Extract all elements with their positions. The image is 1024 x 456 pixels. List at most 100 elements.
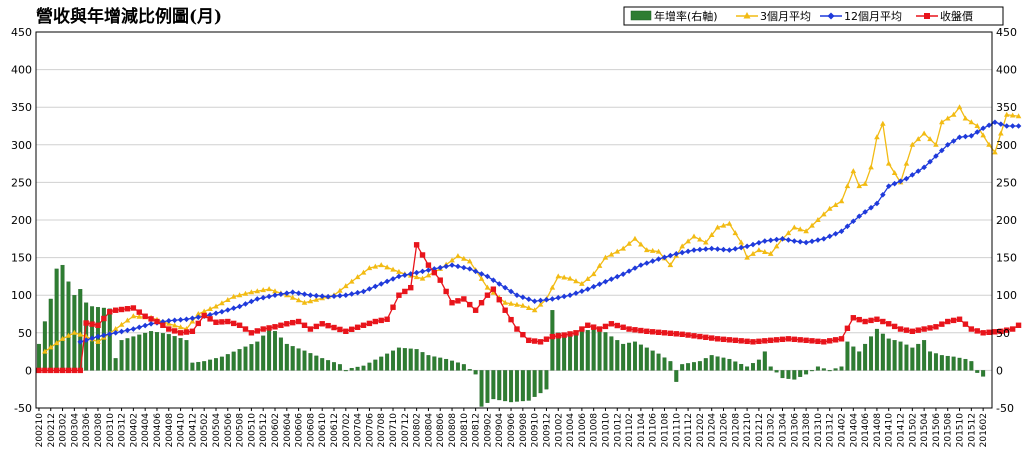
point-3m <box>732 230 739 236</box>
point-price <box>638 327 644 334</box>
point-price <box>632 327 638 333</box>
point-price <box>785 336 792 342</box>
point-price <box>626 326 632 332</box>
point-price <box>797 337 803 343</box>
point-price <box>708 335 715 341</box>
point-3m <box>514 301 520 307</box>
point-12m <box>461 264 467 271</box>
y-tick-left: 450 <box>11 26 32 39</box>
growth-bar <box>916 343 921 371</box>
x-tick-label: 201004 <box>566 413 576 448</box>
point-12m <box>561 293 567 300</box>
point-price <box>773 337 780 343</box>
point-price <box>933 324 939 330</box>
point-3m <box>903 160 910 166</box>
growth-bar <box>308 353 313 371</box>
growth-bar <box>296 348 301 371</box>
point-price <box>962 321 969 327</box>
growth-bar <box>473 370 478 375</box>
point-12m <box>714 246 721 252</box>
x-tick-label: 200808 <box>448 413 458 448</box>
growth-bar <box>886 338 891 371</box>
point-price <box>413 242 420 248</box>
growth-bar <box>568 336 573 371</box>
point-12m <box>667 252 674 259</box>
growth-bar <box>721 357 726 371</box>
point-12m <box>579 288 585 294</box>
point-3m <box>826 205 833 211</box>
point-3m <box>909 141 916 147</box>
point-price <box>325 322 331 329</box>
point-3m <box>77 331 84 337</box>
x-tick-label: 200908 <box>519 413 529 448</box>
point-price <box>242 326 249 332</box>
x-tick-label: 201006 <box>578 413 588 448</box>
point-12m <box>449 262 455 268</box>
growth-bar <box>745 366 750 371</box>
x-tick-label: 201204 <box>708 413 718 448</box>
point-3m <box>638 241 644 247</box>
point-12m <box>620 271 626 277</box>
point-12m <box>260 294 266 301</box>
point-12m <box>685 248 691 255</box>
legend-marker-12m <box>827 12 835 20</box>
point-3m <box>254 288 261 294</box>
point-12m <box>472 268 479 275</box>
point-12m <box>295 290 302 296</box>
point-3m <box>655 248 662 254</box>
point-price <box>189 328 196 334</box>
point-price <box>83 320 89 326</box>
y-tick-right: 250 <box>996 176 1017 189</box>
x-tick-label: 200702 <box>342 413 352 447</box>
point-3m <box>850 168 857 174</box>
point-3m <box>343 283 349 289</box>
point-12m <box>525 296 532 303</box>
growth-bar <box>243 346 248 371</box>
growth-bar <box>402 348 407 371</box>
legend-label-3m: 3個月平均 <box>760 10 811 23</box>
point-12m <box>697 246 703 253</box>
point-price <box>561 332 567 338</box>
growth-bar <box>349 367 354 371</box>
point-12m <box>508 288 514 295</box>
x-tick-label: 201506 <box>932 413 942 448</box>
point-3m <box>579 280 585 286</box>
point-3m <box>891 170 898 175</box>
point-3m <box>750 250 756 256</box>
growth-bar <box>975 370 980 373</box>
point-3m <box>962 115 969 121</box>
growth-bar <box>414 349 419 371</box>
point-price <box>77 367 83 374</box>
point-price <box>307 326 314 332</box>
point-price <box>425 262 432 268</box>
point-3m <box>124 317 131 323</box>
growth-bar <box>904 344 909 371</box>
growth-bar <box>509 370 514 403</box>
point-3m <box>549 284 556 290</box>
point-price <box>939 321 945 327</box>
x-tick-label: 200410 <box>177 413 187 448</box>
point-3m <box>956 104 963 110</box>
point-12m <box>897 178 904 184</box>
point-price <box>856 316 862 323</box>
point-3m <box>1015 113 1022 119</box>
x-tick-label: 200812 <box>472 413 482 447</box>
point-3m <box>508 300 514 306</box>
point-3m <box>915 136 922 142</box>
point-price <box>526 337 532 344</box>
point-12m <box>266 293 272 300</box>
point-12m <box>372 283 379 290</box>
x-tick-label: 201010 <box>601 413 611 448</box>
point-12m <box>691 247 697 253</box>
point-3m <box>224 296 231 302</box>
point-3m <box>425 272 432 278</box>
point-12m <box>762 238 768 244</box>
y-tick-left: 200 <box>11 214 32 227</box>
point-price <box>762 338 768 344</box>
point-12m <box>496 281 503 287</box>
point-12m <box>756 240 762 246</box>
growth-bar <box>922 340 927 371</box>
point-12m <box>626 268 632 274</box>
point-3m <box>797 226 804 232</box>
point-price <box>124 306 131 312</box>
